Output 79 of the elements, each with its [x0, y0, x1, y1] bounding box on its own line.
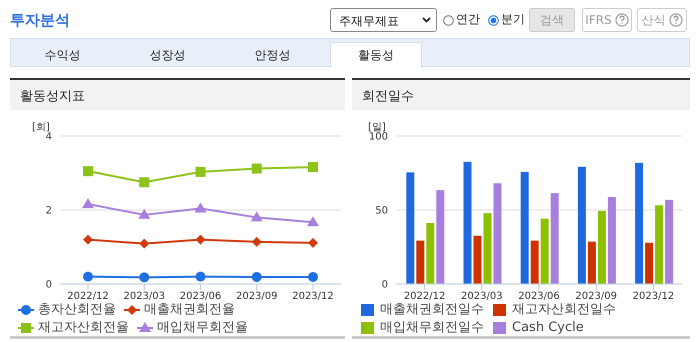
- y-tick-label: 100: [368, 132, 388, 143]
- y-axis-title: [일]: [368, 121, 386, 133]
- legend-label: Cash Cycle: [512, 320, 584, 336]
- text: 검색: [540, 12, 564, 28]
- point: [83, 272, 93, 282]
- x-tick-label: 2023/12: [632, 291, 674, 302]
- text: 주재무제표: [339, 13, 399, 30]
- point: [308, 238, 318, 248]
- y-tick-label: 2: [46, 206, 52, 217]
- point: [308, 162, 318, 172]
- legend-label: 매출채권회전일수: [380, 302, 484, 318]
- bar: [483, 213, 492, 284]
- point: [139, 238, 150, 249]
- x-tick-label: 2022/12: [404, 291, 446, 302]
- bar: [540, 218, 549, 284]
- bar: [665, 200, 674, 284]
- chart-title: 활동성지표: [20, 88, 85, 105]
- text: 활동성: [358, 46, 394, 64]
- bar: [608, 196, 616, 284]
- bar: [588, 242, 596, 284]
- bar: [493, 183, 502, 284]
- legend-label: 총자산회전율: [38, 302, 116, 318]
- bar: [406, 172, 414, 284]
- bar: [416, 240, 424, 284]
- point: [82, 198, 94, 208]
- point: [83, 234, 93, 245]
- text: 분기: [501, 11, 525, 28]
- point: [307, 216, 319, 226]
- y-tick-label: 50: [375, 206, 388, 217]
- bar: [655, 205, 664, 284]
- bar: [520, 172, 529, 284]
- bar: [473, 236, 482, 284]
- bar: [463, 162, 472, 284]
- point: [139, 272, 150, 282]
- y-axis-title: [회]: [32, 121, 50, 133]
- point: [252, 164, 262, 174]
- bar: [426, 223, 434, 284]
- bar: [530, 240, 539, 284]
- point: [196, 272, 206, 282]
- point: [83, 166, 93, 176]
- x-tick-label: 2023/03: [123, 291, 166, 302]
- bar: [550, 193, 559, 284]
- y-tick-label: 0: [382, 280, 388, 291]
- legend-label: 매출채권회전율: [144, 302, 235, 318]
- bar: [635, 162, 644, 284]
- legend-label: 재고자산회전일수: [512, 302, 616, 318]
- x-tick-label: 2023/06: [180, 291, 222, 302]
- bar: [436, 190, 444, 284]
- text: IFRS: [585, 13, 612, 27]
- x-tick-label: 2023/09: [236, 291, 278, 302]
- text: 산식: [642, 12, 666, 28]
- text: 연간: [456, 11, 480, 28]
- x-tick-label: 2022/12: [67, 291, 109, 302]
- point: [308, 272, 318, 282]
- legend-label: 재고자산회전율: [38, 320, 129, 336]
- point: [138, 208, 150, 219]
- point: [250, 211, 263, 222]
- point: [196, 166, 206, 177]
- point: [252, 272, 262, 282]
- point: [252, 236, 262, 247]
- y-tick-label: 4: [46, 132, 52, 143]
- text: 수익성: [44, 46, 80, 64]
- point: [194, 202, 206, 213]
- x-tick-label: 2023/06: [518, 291, 560, 302]
- y-tick-label: 0: [46, 280, 52, 291]
- legend-label: 매입채무회전율: [157, 320, 248, 336]
- chart-title: 회전일수: [362, 88, 414, 105]
- point: [196, 234, 206, 245]
- bar: [598, 210, 606, 284]
- legend-label: 매입채무회전일수: [380, 320, 484, 336]
- x-tick-label: 2023/03: [461, 291, 503, 302]
- bar: [645, 242, 654, 284]
- x-tick-label: 2023/12: [292, 291, 334, 302]
- text: 성장성: [150, 46, 186, 64]
- text: 안정성: [254, 46, 290, 64]
- x-tick-label: 2023/09: [575, 291, 617, 302]
- bar: [578, 166, 586, 284]
- text: 투자분석: [10, 11, 70, 30]
- point: [139, 177, 150, 188]
